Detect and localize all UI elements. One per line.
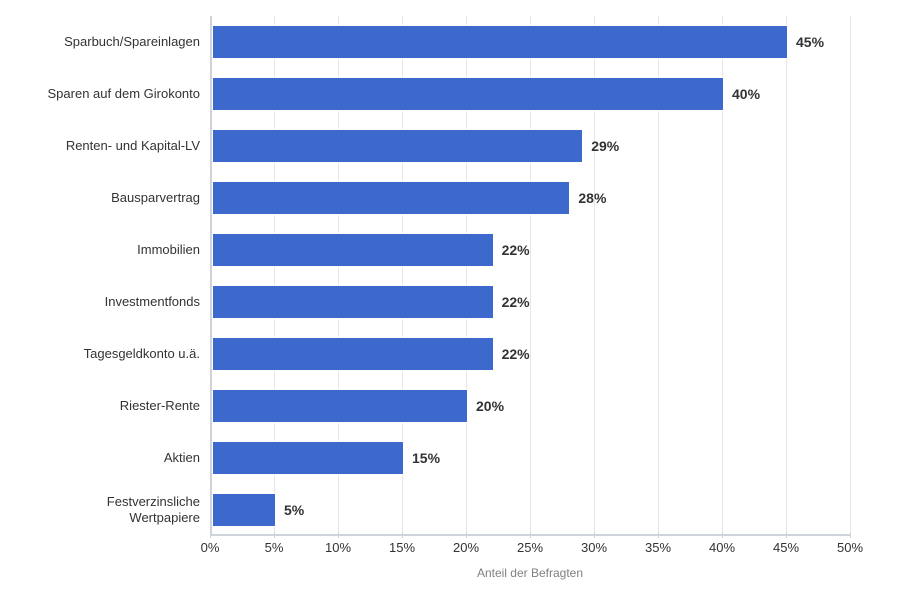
category-label: Sparen auf dem Girokonto [0,86,200,102]
x-tick-mark [658,532,659,538]
x-tick-label: 0% [201,540,220,555]
x-tick-label: 40% [709,540,735,555]
x-tick-mark [850,532,851,538]
x-tick-mark [466,532,467,538]
y-axis-line [210,16,212,536]
bar [212,77,724,111]
value-label: 28% [578,190,606,206]
value-label: 15% [412,450,440,466]
value-label: 22% [502,346,530,362]
bar-row: Sparbuch/Spareinlagen45% [210,16,850,68]
x-tick-label: 5% [265,540,284,555]
value-label: 29% [591,138,619,154]
x-tick-mark [274,532,275,538]
x-tick-label: 15% [389,540,415,555]
x-tick-mark [210,532,211,538]
bar-row: Investmentfonds22% [210,276,850,328]
gridline [850,16,851,536]
bar [212,441,404,475]
category-label: Renten- und Kapital-LV [0,138,200,154]
x-tick-mark [786,532,787,538]
bar [212,25,788,59]
category-label: Riester-Rente [0,398,200,414]
x-tick-mark [530,532,531,538]
plot-area: Sparbuch/Spareinlagen45%Sparen auf dem G… [210,16,850,536]
bar [212,181,570,215]
x-tick-label: 10% [325,540,351,555]
category-label: Tagesgeldkonto u.ä. [0,346,200,362]
bar [212,285,494,319]
bar [212,129,583,163]
bar [212,233,494,267]
category-label: Sparbuch/Spareinlagen [0,34,200,50]
x-tick-mark [722,532,723,538]
x-axis-ticks: 0%5%10%15%20%25%30%35%40%45%50% [210,538,850,558]
x-tick-label: 25% [517,540,543,555]
x-tick-label: 30% [581,540,607,555]
value-label: 20% [476,398,504,414]
x-tick-label: 35% [645,540,671,555]
x-tick-label: 45% [773,540,799,555]
value-label: 22% [502,242,530,258]
bar-row: Tagesgeldkonto u.ä.22% [210,328,850,380]
x-tick-label: 50% [837,540,863,555]
category-label: FestverzinslicheWertpapiere [0,494,200,526]
chart-container: Sparbuch/Spareinlagen45%Sparen auf dem G… [0,0,900,598]
bar [212,337,494,371]
bar-row: Riester-Rente20% [210,380,850,432]
bar [212,389,468,423]
value-label: 45% [796,34,824,50]
x-tick-mark [338,532,339,538]
x-tick-mark [594,532,595,538]
category-label: Immobilien [0,242,200,258]
bar-row: Sparen auf dem Girokonto40% [210,68,850,120]
x-tick-mark [402,532,403,538]
value-label: 22% [502,294,530,310]
bar [212,493,276,527]
value-label: 5% [284,502,304,518]
category-label: Investmentfonds [0,294,200,310]
value-label: 40% [732,86,760,102]
bar-row: Immobilien22% [210,224,850,276]
bar-row: Renten- und Kapital-LV29% [210,120,850,172]
x-axis-title: Anteil der Befragten [210,566,850,580]
bar-row: Bausparvertrag28% [210,172,850,224]
category-label: Bausparvertrag [0,190,200,206]
category-label: Aktien [0,450,200,466]
bar-row: Aktien15% [210,432,850,484]
x-tick-label: 20% [453,540,479,555]
bar-row: FestverzinslicheWertpapiere5% [210,484,850,536]
